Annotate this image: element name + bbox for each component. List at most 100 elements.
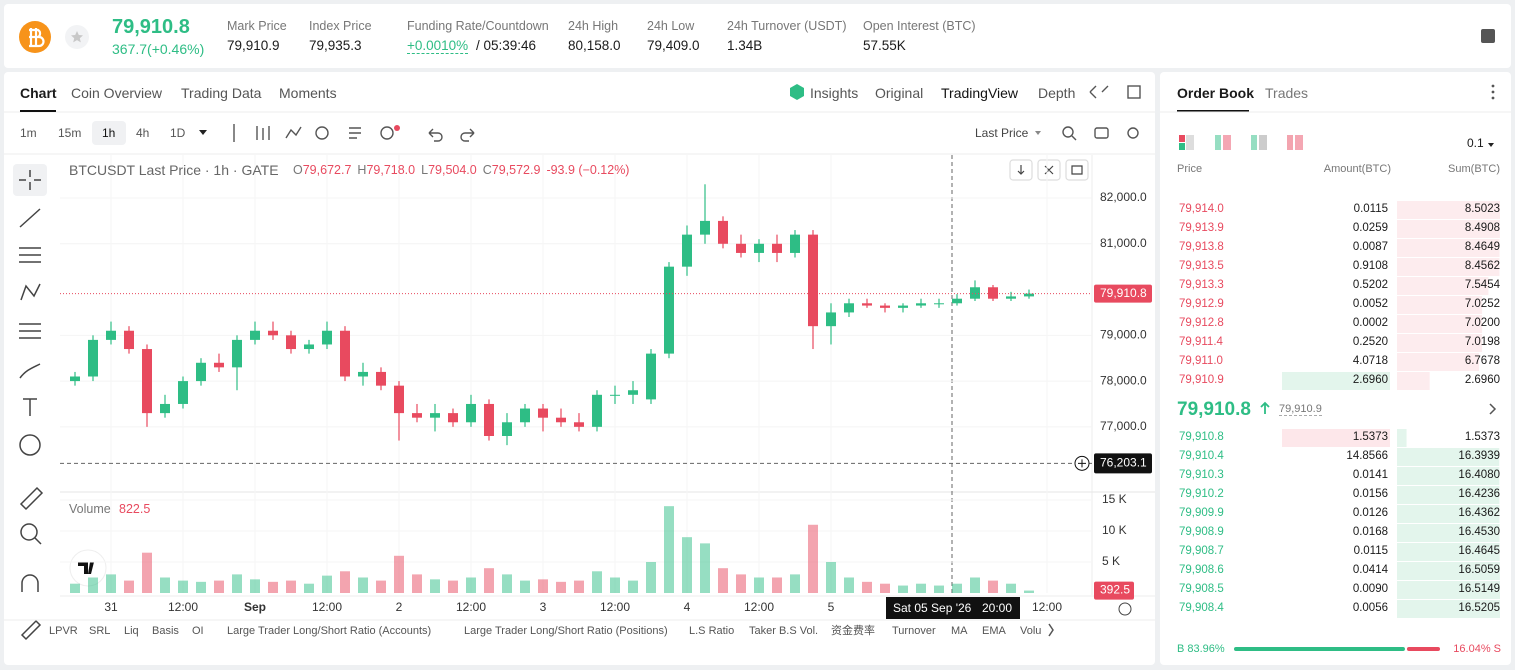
price-tag-label: 79,910.8 (1100, 286, 1147, 300)
indicator-tab[interactable]: EMA (982, 625, 1006, 637)
drawing-tools[interactable] (19, 170, 44, 641)
volume-bar (664, 506, 674, 593)
legend-key: C (482, 163, 492, 177)
legend-key: H (357, 163, 367, 177)
volume-bar (304, 583, 314, 593)
interval[interactable]: 15m (58, 126, 82, 140)
candle-body (124, 330, 134, 350)
volume-bar (340, 571, 350, 593)
indicator-tab[interactable]: MA (951, 625, 968, 637)
interval[interactable]: 1D (170, 126, 186, 140)
candle-body (826, 312, 836, 327)
book-sum: 16.4530 (1458, 526, 1500, 538)
chart-tab[interactable]: Chart (20, 85, 57, 101)
book-tab[interactable]: Trades (1265, 85, 1309, 101)
volume-bar (718, 568, 728, 593)
toolbar-icons (233, 85, 1141, 142)
chevron[interactable] (1489, 403, 1497, 415)
precision[interactable]: 0.1 (1467, 136, 1484, 150)
candle-body (340, 330, 350, 377)
interval[interactable]: 1m (20, 126, 37, 140)
depth-bar (1397, 448, 1500, 466)
view-tab[interactable]: Depth (1038, 85, 1076, 101)
volume-bar (70, 583, 80, 593)
column-header: Sum(BTC) (1448, 163, 1500, 175)
candle-body (574, 422, 584, 427)
dropdown-arrow (1488, 143, 1494, 147)
indicator-tab[interactable]: Volu (1020, 626, 1042, 637)
candle-body (916, 303, 926, 306)
legend-key: O (293, 163, 303, 177)
interval[interactable]: 1h (102, 126, 116, 140)
indicator-tab[interactable]: Large Trader Long/Short Ratio (Positions… (464, 625, 668, 637)
volume-bar (898, 585, 908, 593)
candle-body (682, 234, 692, 267)
candle-body (358, 371, 368, 377)
price-source[interactable]: Last Price (975, 126, 1029, 140)
book-price: 79,913.9 (1179, 222, 1224, 234)
volume-tag (1094, 581, 1134, 600)
book-price: 79,912.8 (1179, 317, 1224, 329)
more-icon[interactable] (1491, 84, 1495, 100)
volume-bar (556, 581, 566, 593)
indicator-tab[interactable]: Taker B.S Vol. (749, 625, 819, 637)
legend-value: 79,504.0 (428, 163, 477, 177)
settings-icon[interactable] (1118, 602, 1132, 616)
book-amount: 0.9108 (1352, 260, 1388, 272)
candle-body (844, 303, 854, 313)
chevron[interactable] (1048, 623, 1054, 637)
price-change: 367.7(+0.46%) (112, 41, 205, 57)
book-price: 79,910.9 (1179, 374, 1224, 386)
interval-selected (92, 121, 126, 145)
volume-bar (250, 579, 260, 593)
trade-flash (1282, 429, 1390, 447)
volume-bar (754, 577, 764, 593)
view-tab[interactable]: TradingView (941, 85, 1019, 101)
indicator-tab[interactable]: OI (192, 625, 204, 637)
interval[interactable]: 4h (136, 126, 150, 140)
candle-body (646, 353, 656, 400)
stat-value: 1.34B (727, 38, 763, 53)
indicator-tab[interactable]: Liq (124, 625, 139, 637)
candle-body (88, 339, 98, 377)
volume-bar (232, 574, 242, 593)
depth-bar (1397, 543, 1500, 561)
indicator-tab[interactable]: LPVR (49, 625, 78, 637)
candle-body (952, 298, 962, 304)
indicator-tab[interactable]: L.S Ratio (689, 625, 735, 637)
chart-tab[interactable]: Trading Data (181, 85, 262, 101)
depth-bar (1397, 258, 1500, 276)
book-amount: 1.5373 (1352, 431, 1388, 443)
volume-bar (412, 574, 422, 593)
chart-tab[interactable]: Coin Overview (71, 85, 163, 101)
candle-body (880, 305, 890, 308)
up-arrow (1260, 401, 1270, 414)
crosshair-plus-glyph (1078, 459, 1086, 468)
crosshair-label: 76,203.1 (1100, 455, 1147, 469)
mid-ref-price: 79,910.9 (1279, 403, 1322, 416)
depth-bar (1397, 239, 1500, 257)
book-tab[interactable]: Order Book (1177, 85, 1255, 101)
indicator-tab[interactable]: SRL (89, 625, 111, 637)
menu-icon[interactable] (1481, 29, 1495, 43)
indicator-tab[interactable]: Basis (152, 625, 179, 637)
candle-body (772, 243, 782, 253)
candle-body (628, 390, 638, 395)
x-tick-label: 12:00 (600, 600, 630, 614)
book-price: 79,908.5 (1179, 583, 1224, 595)
book-sum: 6.7678 (1464, 355, 1500, 367)
sell-ratio-bar (1406, 647, 1440, 651)
book-sum: 1.5373 (1464, 431, 1500, 443)
view-tab[interactable]: Original (875, 85, 924, 101)
depth-bar (1397, 562, 1500, 580)
indicator-tab[interactable]: 资金费率 (831, 625, 875, 637)
volume-bar (286, 580, 296, 593)
indicator-tab[interactable]: Turnover (892, 625, 936, 637)
view-tab[interactable]: Insights (810, 85, 859, 101)
volume-bar (520, 580, 530, 593)
chart-tab[interactable]: Moments (279, 85, 337, 101)
book-sum: 8.5023 (1464, 203, 1500, 215)
indicator-tab[interactable]: Large Trader Long/Short Ratio (Accounts) (227, 625, 432, 637)
time-tag (886, 597, 1020, 619)
pane-buttons[interactable] (1009, 159, 1089, 181)
